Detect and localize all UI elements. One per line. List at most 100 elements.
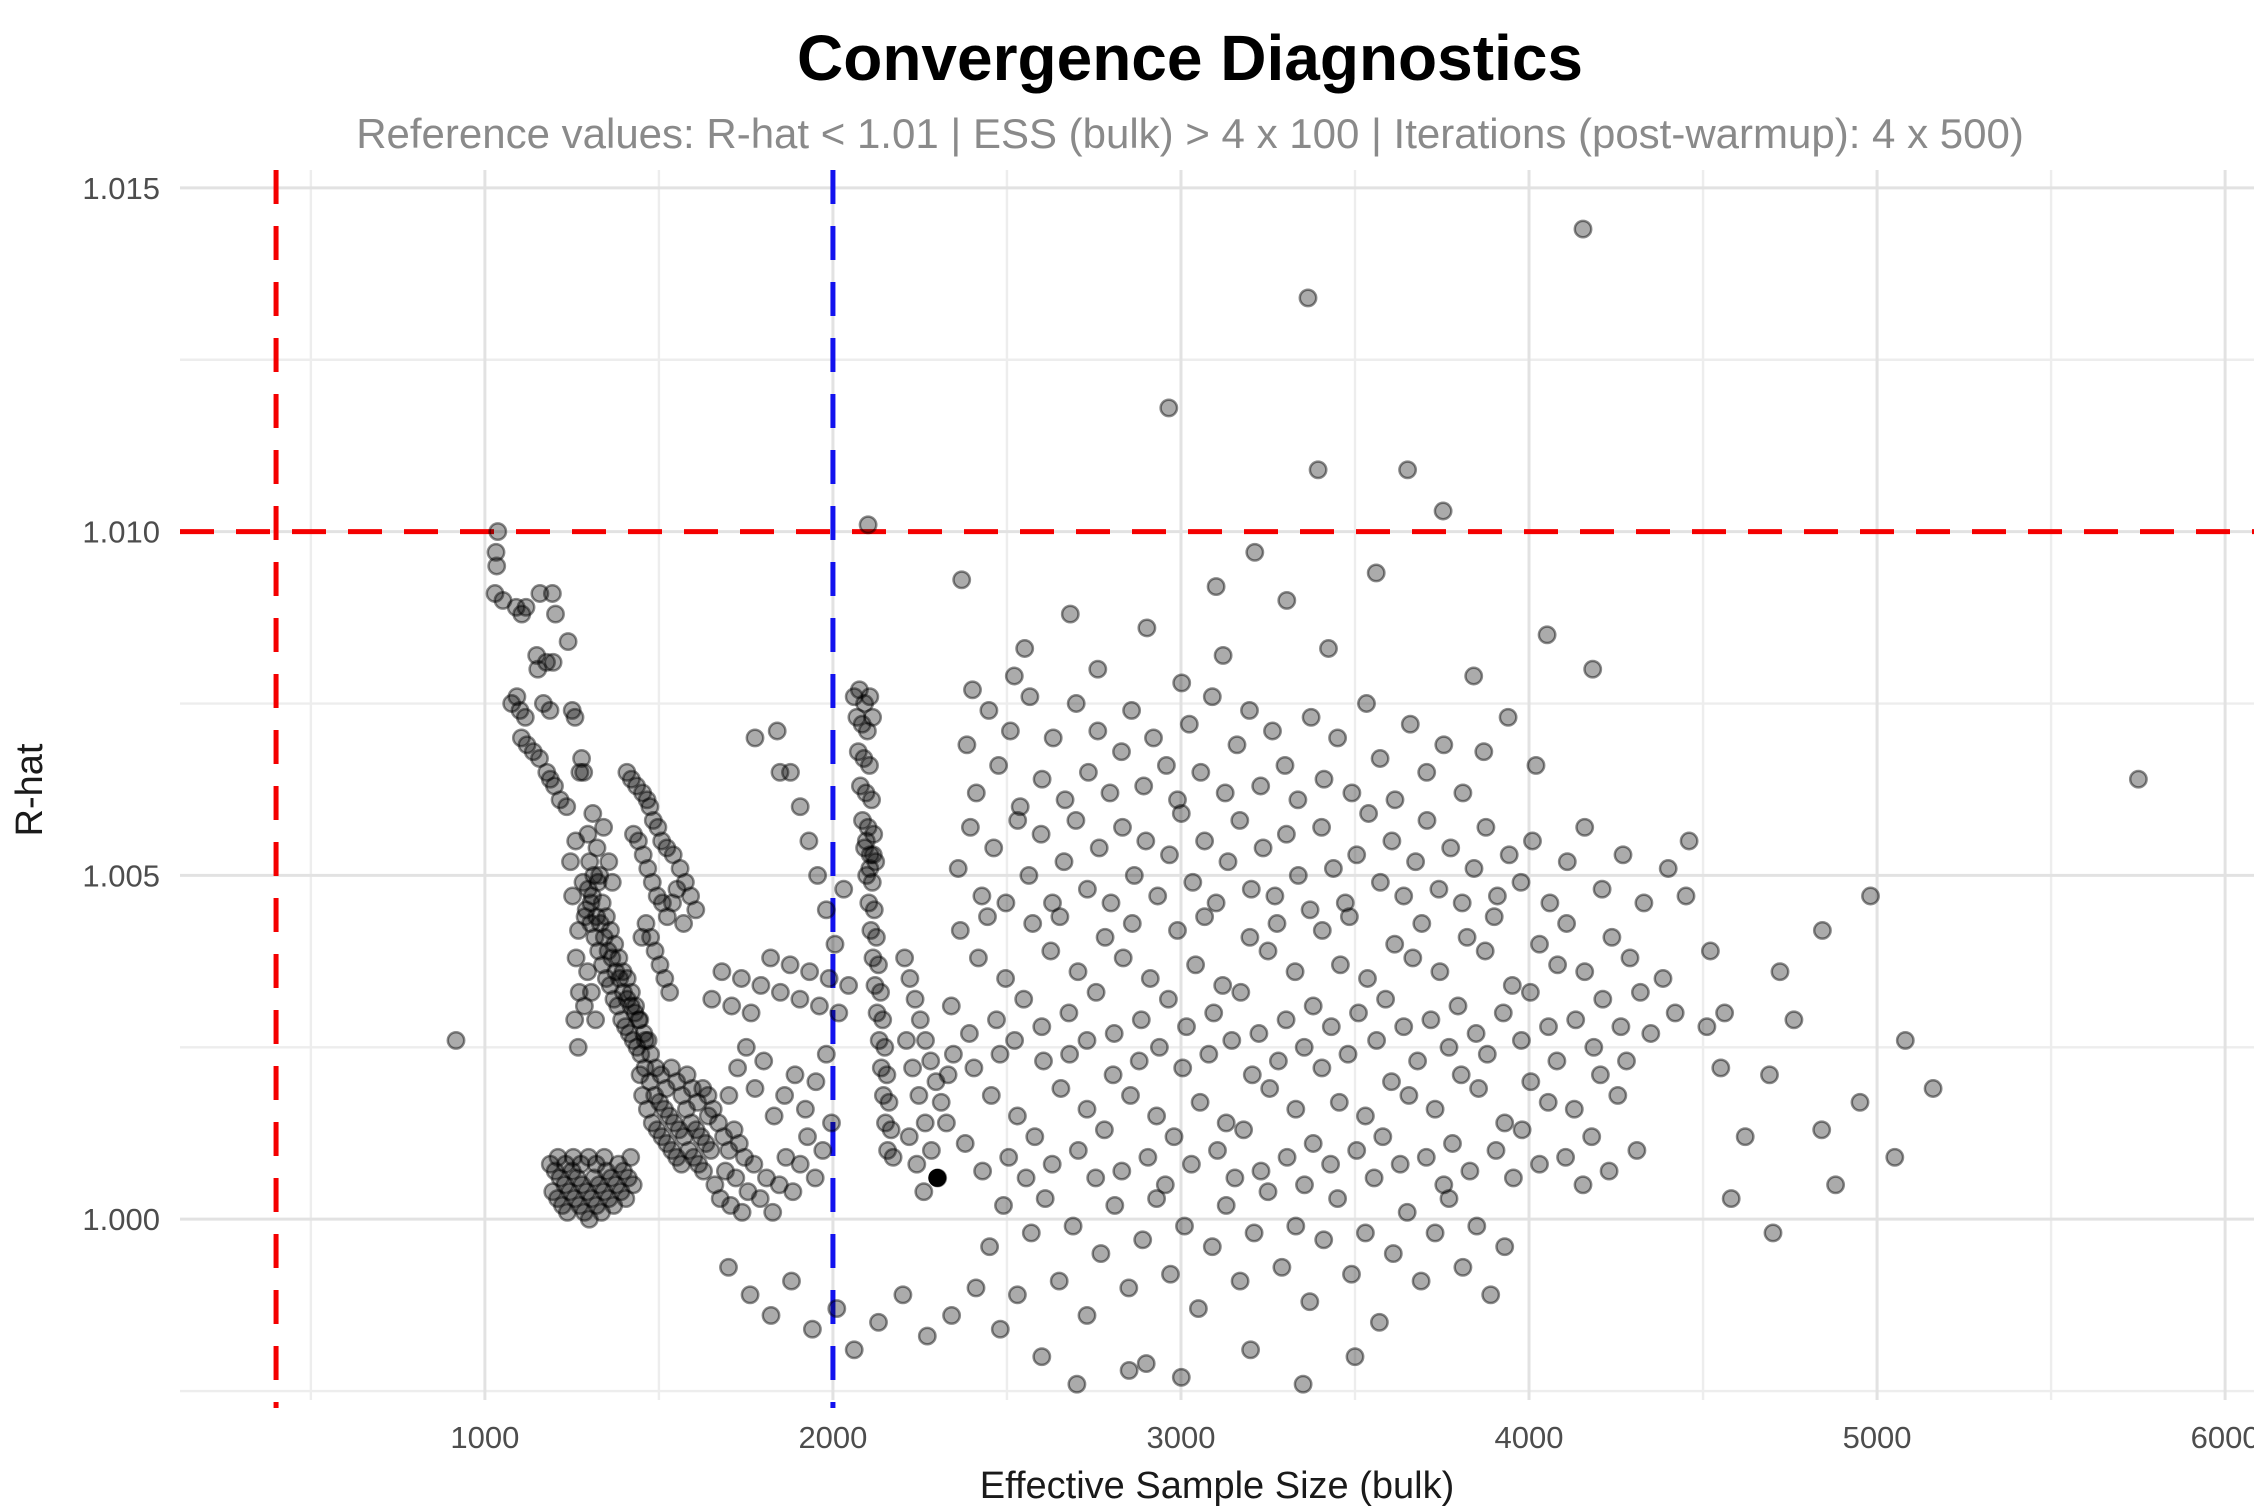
data-point bbox=[1088, 659, 1108, 679]
data-point bbox=[1321, 1017, 1341, 1037]
data-point bbox=[883, 1147, 903, 1167]
data-point bbox=[950, 920, 970, 940]
data-point bbox=[1216, 1195, 1236, 1215]
data-point bbox=[876, 1113, 895, 1133]
data-point bbox=[825, 934, 845, 954]
data-point bbox=[1826, 1175, 1846, 1195]
data-point bbox=[1573, 219, 1593, 239]
data-point bbox=[601, 920, 620, 940]
data-point bbox=[750, 1189, 770, 1209]
data-point bbox=[1383, 1244, 1403, 1264]
data-point bbox=[1059, 1003, 1079, 1023]
data-point bbox=[1260, 1079, 1280, 1098]
data-point bbox=[849, 680, 869, 700]
data-point bbox=[546, 604, 565, 624]
data-point bbox=[783, 1182, 803, 1202]
data-point bbox=[1216, 1113, 1236, 1133]
data-point bbox=[859, 893, 879, 913]
data-point bbox=[855, 694, 875, 713]
data-point bbox=[1055, 790, 1075, 810]
data-point bbox=[1469, 1079, 1489, 1098]
data-point bbox=[1119, 1278, 1139, 1298]
data-point bbox=[691, 1127, 711, 1147]
data-point bbox=[1323, 859, 1343, 878]
data-point bbox=[635, 1058, 655, 1078]
data-point bbox=[562, 1161, 582, 1181]
data-point bbox=[1466, 1024, 1486, 1043]
data-point bbox=[657, 1134, 677, 1153]
data-point bbox=[1195, 907, 1215, 927]
data-point bbox=[878, 1140, 898, 1160]
data-point bbox=[570, 762, 590, 782]
data-point bbox=[506, 597, 526, 617]
data-point bbox=[618, 1168, 638, 1188]
data-point bbox=[1241, 1340, 1261, 1360]
data-point bbox=[650, 955, 670, 975]
data-point bbox=[996, 893, 1016, 913]
data-point bbox=[1155, 1175, 1175, 1195]
data-point bbox=[735, 1147, 754, 1167]
data-point bbox=[537, 762, 557, 782]
data-point bbox=[648, 817, 668, 837]
data-point bbox=[860, 845, 880, 865]
data-point bbox=[1204, 1003, 1224, 1023]
data-point bbox=[1697, 1017, 1717, 1037]
data-point bbox=[1342, 1264, 1361, 1284]
data-point bbox=[1679, 831, 1699, 851]
data-point bbox=[589, 1175, 609, 1195]
data-point bbox=[798, 1127, 817, 1147]
data-point bbox=[593, 955, 612, 975]
data-point bbox=[1592, 879, 1612, 899]
data-point bbox=[921, 1140, 941, 1160]
data-point bbox=[1345, 1347, 1365, 1367]
data-point bbox=[1319, 639, 1338, 658]
data-point bbox=[864, 900, 884, 920]
data-point bbox=[966, 1278, 986, 1298]
data-point bbox=[627, 776, 647, 796]
data-points-layer bbox=[446, 219, 2148, 1394]
data-point bbox=[1066, 810, 1086, 830]
data-point bbox=[594, 1147, 614, 1167]
data-point bbox=[1329, 1092, 1349, 1112]
data-point bbox=[1275, 755, 1295, 775]
data-point bbox=[767, 721, 787, 741]
data-point bbox=[605, 934, 625, 954]
data-point bbox=[598, 941, 618, 961]
data-point bbox=[586, 1010, 606, 1030]
data-point bbox=[1584, 1037, 1604, 1057]
data-point bbox=[1077, 1305, 1097, 1325]
data-point bbox=[659, 1106, 679, 1126]
data-point bbox=[712, 962, 732, 982]
data-point bbox=[769, 1175, 789, 1195]
data-point bbox=[1439, 1037, 1459, 1057]
data-point bbox=[1711, 1058, 1731, 1078]
data-point bbox=[580, 852, 600, 872]
data-point bbox=[1213, 975, 1233, 995]
data-point bbox=[1608, 1085, 1628, 1105]
data-point bbox=[966, 783, 986, 803]
data-point bbox=[645, 1085, 665, 1105]
data-point bbox=[963, 680, 982, 700]
data-point bbox=[604, 989, 624, 1009]
data-point bbox=[672, 1154, 691, 1174]
data-point bbox=[621, 769, 641, 789]
data-point bbox=[647, 1120, 667, 1140]
data-point bbox=[1249, 1024, 1269, 1043]
data-point bbox=[1091, 1244, 1111, 1264]
data-point bbox=[485, 584, 505, 603]
data-point bbox=[714, 1127, 734, 1147]
data-point bbox=[1611, 1017, 1631, 1037]
data-point bbox=[736, 1037, 756, 1057]
data-point bbox=[1121, 1085, 1140, 1105]
data-point bbox=[613, 982, 633, 1002]
data-point bbox=[1557, 914, 1577, 933]
data-point bbox=[594, 1182, 614, 1202]
data-point bbox=[1276, 1010, 1296, 1030]
data-point bbox=[1425, 1223, 1445, 1243]
data-point bbox=[663, 845, 683, 865]
data-point bbox=[617, 762, 637, 782]
data-point bbox=[530, 584, 550, 603]
data-point bbox=[1199, 1044, 1219, 1064]
data-point bbox=[740, 1285, 760, 1305]
data-point bbox=[1136, 1354, 1156, 1374]
